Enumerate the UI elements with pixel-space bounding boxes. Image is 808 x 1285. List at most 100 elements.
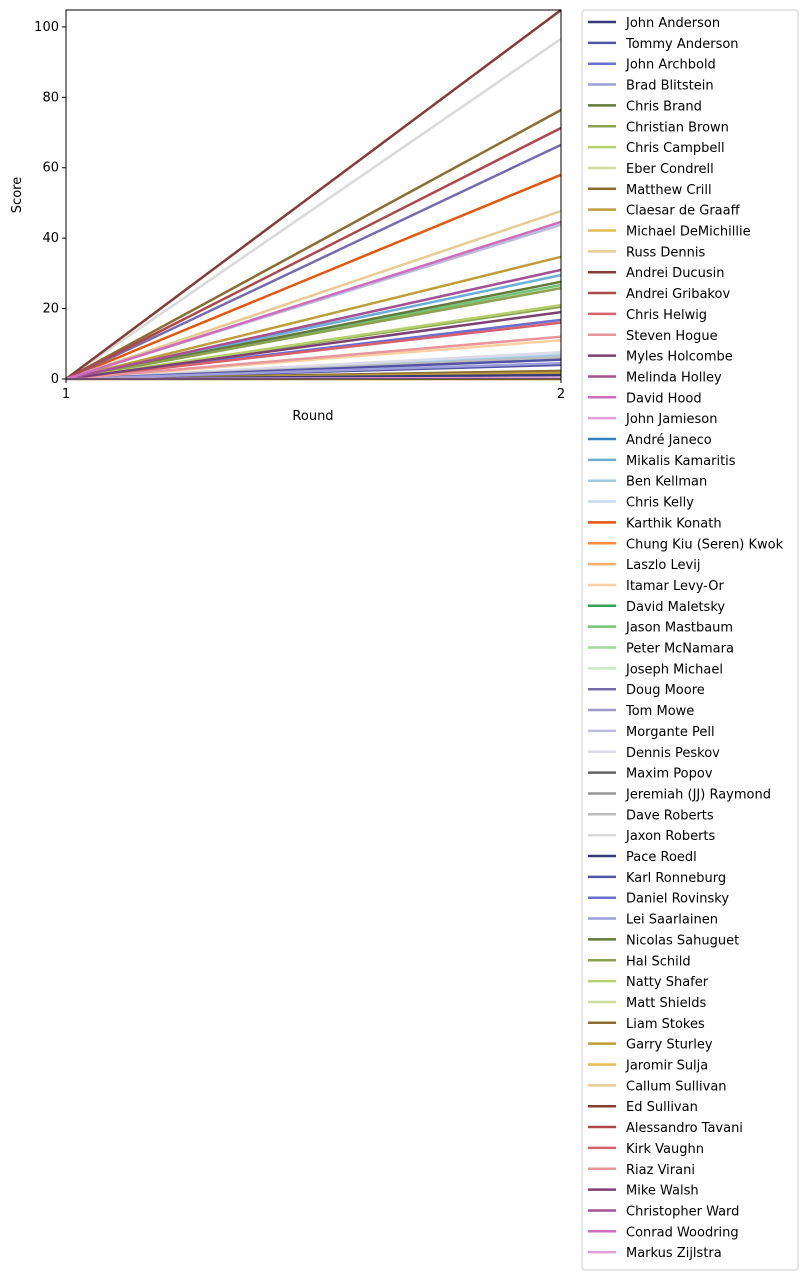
legend-label: John Archbold bbox=[625, 58, 716, 73]
legend-item: Dennis Peskov bbox=[588, 746, 720, 761]
legend-item: Maxim Popov bbox=[588, 767, 713, 782]
legend-label: Garry Sturley bbox=[626, 1038, 713, 1053]
legend-item: Doug Moore bbox=[588, 683, 705, 698]
legend-item: David Hood bbox=[588, 391, 702, 406]
series-lines bbox=[65, 8, 562, 381]
legend-label: Jaromir Sulja bbox=[625, 1059, 708, 1074]
y-tick-label: 40 bbox=[42, 231, 59, 246]
legend-item: Liam Stokes bbox=[588, 1017, 705, 1032]
legend-item: John Jamieson bbox=[588, 412, 717, 427]
legend-label: Riaz Virani bbox=[626, 1163, 695, 1178]
legend-item: Tommy Anderson bbox=[588, 37, 739, 52]
legend-item: Callum Sullivan bbox=[588, 1079, 727, 1094]
legend-label: Ben Kellman bbox=[626, 475, 707, 490]
series-line bbox=[65, 286, 562, 381]
legend-label: Chris Brand bbox=[626, 99, 702, 114]
legend-label: Morgante Pell bbox=[626, 725, 715, 740]
legend-item: Alessandro Tavani bbox=[588, 1121, 743, 1136]
series-line bbox=[65, 310, 562, 381]
legend-label: Karthik Konath bbox=[626, 516, 722, 531]
legend-label: Chris Campbell bbox=[626, 141, 725, 156]
legend-item: Eber Condrell bbox=[588, 162, 714, 177]
legend-item: John Anderson bbox=[588, 16, 720, 31]
legend-label: Laszlo Levij bbox=[626, 558, 700, 573]
legend-item: Chung Kiu (Seren) Kwok bbox=[588, 537, 784, 552]
y-tick-label: 60 bbox=[42, 161, 59, 176]
legend-item: Natty Shafer bbox=[588, 975, 709, 990]
legend-item: Peter McNamara bbox=[588, 642, 734, 657]
x-tick-label: 1 bbox=[62, 387, 70, 402]
legend-label: Ed Sullivan bbox=[626, 1100, 698, 1115]
legend-item: Nicolas Sahuguet bbox=[588, 933, 739, 948]
legend-label: Jaxon Roberts bbox=[625, 829, 716, 844]
legend-label: Itamar Levy-Or bbox=[626, 579, 724, 594]
legend-label: Kirk Vaughn bbox=[626, 1142, 704, 1157]
legend-item: Garry Sturley bbox=[588, 1038, 713, 1053]
legend-label: Chris Helwig bbox=[626, 308, 707, 323]
legend-label: Andrei Ducusin bbox=[626, 266, 724, 281]
legend-label: Chris Kelly bbox=[626, 496, 694, 511]
legend-item: Russ Dennis bbox=[588, 245, 705, 260]
legend-label: Brad Blitstein bbox=[626, 79, 714, 94]
legend-frame bbox=[581, 9, 799, 1271]
legend-label: Jason Mastbaum bbox=[625, 621, 733, 636]
legend-item: Daniel Rovinsky bbox=[588, 892, 729, 907]
legend-label: Myles Holcombe bbox=[626, 350, 733, 365]
legend-item: Brad Blitstein bbox=[588, 79, 714, 94]
legend-label: Markus Zijlstra bbox=[626, 1246, 722, 1261]
series-line bbox=[65, 143, 562, 381]
legend-label: Alessandro Tavani bbox=[626, 1121, 743, 1136]
legend-item: Andrei Ducusin bbox=[588, 266, 724, 281]
legend-label: Karl Ronneburg bbox=[626, 871, 726, 886]
legend-label: Eber Condrell bbox=[626, 162, 714, 177]
legend-item: Jaxon Roberts bbox=[588, 829, 716, 844]
legend-item: David Maletsky bbox=[588, 600, 725, 615]
legend-item: Jaromir Sulja bbox=[588, 1059, 708, 1074]
legend-item: Michael DeMichillie bbox=[588, 225, 751, 240]
legend-label: Lei Saarlainen bbox=[626, 913, 718, 928]
legend-item: Matthew Crill bbox=[588, 183, 712, 198]
legend-label: Christopher Ward bbox=[626, 1204, 739, 1219]
y-axis: 0 20 40 60 80 100 bbox=[34, 20, 66, 387]
y-axis-label: Score bbox=[10, 177, 25, 213]
y-tick-label: 80 bbox=[42, 90, 59, 105]
legend-item: Jason Mastbaum bbox=[588, 621, 733, 636]
legend-label: Dave Roberts bbox=[626, 808, 714, 823]
legend-item: Itamar Levy-Or bbox=[588, 579, 724, 594]
legend-label: Steven Hogue bbox=[626, 329, 718, 344]
legend-item: Pace Roedl bbox=[588, 850, 697, 865]
legend-label: Matt Shields bbox=[626, 996, 706, 1011]
legend-label: Tommy Anderson bbox=[625, 37, 739, 52]
legend-item: Matt Shields bbox=[588, 996, 706, 1011]
legend-label: Natty Shafer bbox=[626, 975, 709, 990]
legend-item: John Archbold bbox=[588, 58, 716, 73]
legend-label: Doug Moore bbox=[626, 683, 705, 698]
legend-label: Joseph Michael bbox=[625, 662, 723, 677]
legend-item: Christian Brown bbox=[588, 120, 729, 135]
legend-item: Lei Saarlainen bbox=[588, 913, 718, 928]
legend-label: Andrei Gribakov bbox=[626, 287, 730, 302]
legend-label: Hal Schild bbox=[626, 954, 691, 969]
series-line bbox=[65, 255, 562, 381]
legend-label: Mikalis Kamaritis bbox=[626, 454, 736, 469]
legend-label: Nicolas Sahuguet bbox=[626, 933, 739, 948]
legend-label: André Janeco bbox=[626, 433, 712, 448]
legend-label: Tom Mowe bbox=[625, 704, 694, 719]
legend-item: Hal Schild bbox=[588, 954, 691, 969]
legend-label: John Jamieson bbox=[625, 412, 717, 427]
series-line bbox=[65, 126, 562, 381]
legend-item: Dave Roberts bbox=[588, 808, 714, 823]
legend-label: Liam Stokes bbox=[626, 1017, 705, 1032]
legend-item: Chris Helwig bbox=[588, 308, 707, 323]
legend-label: Conrad Woodring bbox=[626, 1225, 739, 1240]
x-axis-label: Round bbox=[292, 409, 333, 424]
legend-label: Christian Brown bbox=[626, 120, 729, 135]
plot-frame bbox=[65, 9, 562, 380]
legend-item: Steven Hogue bbox=[588, 329, 718, 344]
legend-label: David Hood bbox=[626, 391, 702, 406]
legend-label: John Anderson bbox=[625, 16, 720, 31]
legend-label: Mike Walsh bbox=[626, 1184, 699, 1199]
series-line bbox=[65, 108, 562, 381]
legend-item: Chris Kelly bbox=[588, 496, 694, 511]
